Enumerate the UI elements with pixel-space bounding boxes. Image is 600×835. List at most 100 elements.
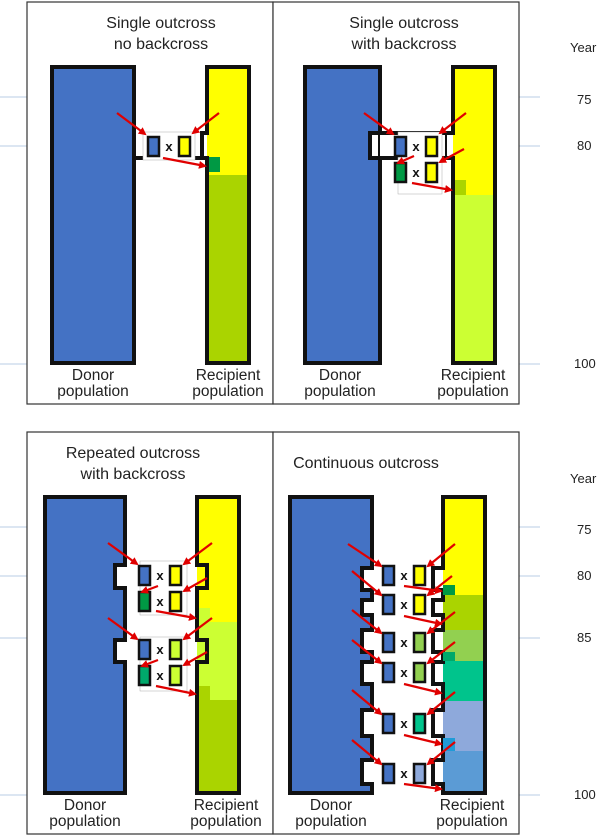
recipient-segment-4 <box>443 661 485 701</box>
recipient-label-line-2: population <box>436 813 508 830</box>
cross-symbol-3: x <box>400 635 408 650</box>
cross-symbol-6: x <box>400 766 408 781</box>
recipient-parent <box>424 135 439 158</box>
hybrid-mark-1 <box>443 585 455 595</box>
arrow-from-donor-2 <box>107 617 139 641</box>
recipient-parent-2 <box>412 593 427 616</box>
recipient-hybrid-segment-2 <box>197 700 239 793</box>
recipient-parent-1 <box>412 564 427 587</box>
recipient-parent-3 <box>412 631 427 654</box>
arrow-to-recipient-4 <box>403 733 443 747</box>
cross-symbol: x <box>165 139 173 154</box>
arrow-from-recipient-1 <box>426 543 456 568</box>
recipient-label-line-2: population <box>437 383 509 400</box>
arrow-from-recipient-2 <box>426 575 453 597</box>
recipient-parent-backcross-1 <box>168 590 183 613</box>
recipient-segment-2 <box>443 595 485 630</box>
donor-parent-3 <box>381 631 396 654</box>
recipient-segment-6 <box>443 751 485 793</box>
recipient-parent-4 <box>412 661 427 684</box>
donor-label-line-1: Donor <box>319 367 361 384</box>
recipient-parent-2 <box>168 638 183 661</box>
cross-symbol-1: x <box>156 568 164 583</box>
backcross-symbol-2: x <box>156 668 164 683</box>
arrow-from-recipient-5 <box>426 691 456 716</box>
arrow-to-recipient <box>162 156 207 169</box>
arrow-from-donor-4 <box>351 639 383 665</box>
recipient-parent-5 <box>412 712 427 735</box>
arrow-from-donor-2 <box>351 570 383 597</box>
donor-parent <box>146 135 161 158</box>
panel-title-line-2: with backcross <box>80 466 186 483</box>
donor-label-line-2: population <box>57 383 129 400</box>
recipient-parent-backcross-2 <box>168 664 183 687</box>
panel-continuous-outcross: Continuous outcross x x x x <box>288 455 508 830</box>
panel-single-outcross-no-backcross: Single outcross no backcross x Donor pop… <box>50 15 264 400</box>
donor-population-bar <box>50 65 136 365</box>
arrow-from-recipient-1 <box>182 542 213 566</box>
donor-parent-4 <box>381 661 396 684</box>
recipient-parent <box>177 135 192 158</box>
donor-population-bar <box>43 495 127 795</box>
arrow-to-hybrid <box>396 154 415 165</box>
arrow-to-recipient-3 <box>403 682 443 696</box>
cross-symbol: x <box>412 139 420 154</box>
recipient-yellow-segment <box>453 67 495 195</box>
year-axis-label-top: Year <box>570 40 597 55</box>
recipient-label-line-1: Recipient <box>194 797 259 814</box>
cross-symbol-2: x <box>400 597 408 612</box>
arrow-to-hybrid-1 <box>140 584 159 594</box>
year-tick-100-bottom: 100 <box>574 787 596 802</box>
recipient-label-line-1: Recipient <box>196 367 261 384</box>
donor-label-line-1: Donor <box>310 797 352 814</box>
donor-population-bar <box>288 495 374 795</box>
hybrid-parent-1 <box>137 590 152 613</box>
hybrid-founder-mark-1 <box>197 608 210 622</box>
arrow-from-donor-1 <box>107 542 139 566</box>
arrow-to-recipient-5 <box>403 782 443 793</box>
donor-parent-6 <box>381 762 396 785</box>
panel-title-line-2: no backcross <box>114 36 208 53</box>
arrow-to-recipient-1 <box>403 584 443 595</box>
recipient-label-line-2: population <box>190 813 262 830</box>
year-tick-85-bottom: 85 <box>577 630 591 645</box>
hybrid-founder-mark <box>207 157 220 172</box>
donor-population-bar <box>303 65 382 365</box>
arrow-from-donor-3 <box>351 609 383 635</box>
arrow-to-recipient-2 <box>403 614 443 627</box>
cross-pairs: x x x x x x <box>379 563 431 788</box>
recipient-label-line-1: Recipient <box>441 367 506 384</box>
cross-symbol-5: x <box>400 716 408 731</box>
arrow-from-donor-1 <box>347 543 383 568</box>
recipient-parent-6 <box>412 762 427 785</box>
arrow-from-donor <box>116 112 147 136</box>
panel-title-line-2: with backcross <box>351 36 457 53</box>
backcross-symbol: x <box>412 165 420 180</box>
recipient-population-outline <box>443 65 497 365</box>
cross-symbol-1: x <box>400 568 408 583</box>
year-axis-label-bottom: Year <box>570 471 597 486</box>
backcross-symbol-1: x <box>156 594 164 609</box>
panel-single-outcross-with-backcross: Single outcross with backcross x x Donor… <box>303 15 509 400</box>
arrow-to-recipient-2 <box>155 684 197 697</box>
donor-label-line-1: Donor <box>64 797 106 814</box>
panel-title-line-1: Single outcross <box>106 15 215 32</box>
arrow-from-recipient <box>438 112 467 135</box>
year-tick-80-top: 80 <box>577 138 591 153</box>
year-axis: Year 75 80 100 Year 75 80 85 100 <box>570 40 597 802</box>
arrow-to-hybrid-2 <box>140 658 159 668</box>
arrow-to-recipient-1 <box>155 609 197 621</box>
donor-parent-5 <box>381 712 396 735</box>
recipient-yellow-segment <box>197 497 239 622</box>
donor-parent-2 <box>137 638 152 661</box>
donor-label-line-2: population <box>304 383 376 400</box>
year-tick-100-top: 100 <box>574 356 596 371</box>
recipient-hybrid-segment <box>207 175 249 363</box>
arrow-from-recipient-2 <box>182 617 213 641</box>
recipient-label-line-2: population <box>192 383 264 400</box>
year-tick-80-bottom: 80 <box>577 568 591 583</box>
arrow-from-recipient-6 <box>426 741 456 766</box>
arrow-from-recipient-backcross <box>438 148 465 163</box>
arrow-from-donor-5 <box>351 689 383 716</box>
